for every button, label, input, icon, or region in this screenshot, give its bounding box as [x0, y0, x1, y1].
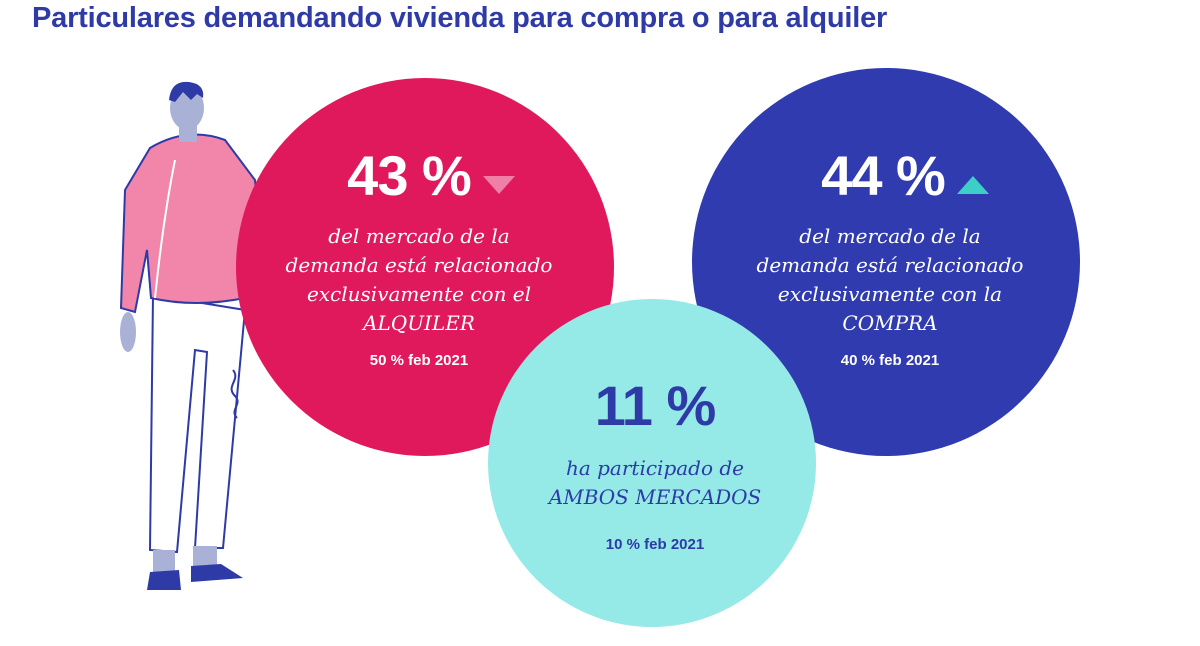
alquiler-percent: 43 % [347, 144, 472, 207]
page-title: Particulares demandando vivienda para co… [32, 2, 888, 34]
compra-previous: 40 % feb 2021 [840, 352, 940, 369]
compra-desc-line1: del mercado de la [799, 224, 981, 248]
ambos-circle [488, 299, 816, 627]
trend-down-icon [482, 176, 515, 194]
alquiler-desc-line3: exclusivamente con el [306, 282, 532, 306]
trend-up-icon [956, 176, 989, 194]
alquiler-stat: 43 % del mercado de la demanda está rela… [276, 144, 562, 370]
compra-desc-line2: demanda está relacionado [756, 253, 1024, 277]
compra-desc-line4: COMPRA [842, 311, 938, 335]
alquiler-desc-line1: del mercado de la [328, 224, 510, 248]
ambos-percent: 11 % [594, 374, 717, 437]
compra-stat: 44 % del mercado de la demanda está rela… [740, 144, 1040, 370]
ambos-previous: 10 % feb 2021 [605, 536, 705, 553]
alquiler-desc-line4: ALQUILER [363, 311, 475, 335]
ambos-desc-line2: AMBOS MERCADOS [548, 485, 762, 509]
compra-percent: 44 % [821, 144, 946, 207]
person-illustration [119, 81, 269, 590]
alquiler-previous: 50 % feb 2021 [369, 352, 469, 369]
ambos-desc-line1: ha participado de [565, 456, 745, 480]
ambos-stat: 11 % ha participado de AMBOS MERCADOS 10… [520, 374, 790, 554]
compra-desc-line3: exclusivamente con la [777, 282, 1003, 306]
alquiler-desc-line2: demanda está relacionado [285, 253, 553, 277]
